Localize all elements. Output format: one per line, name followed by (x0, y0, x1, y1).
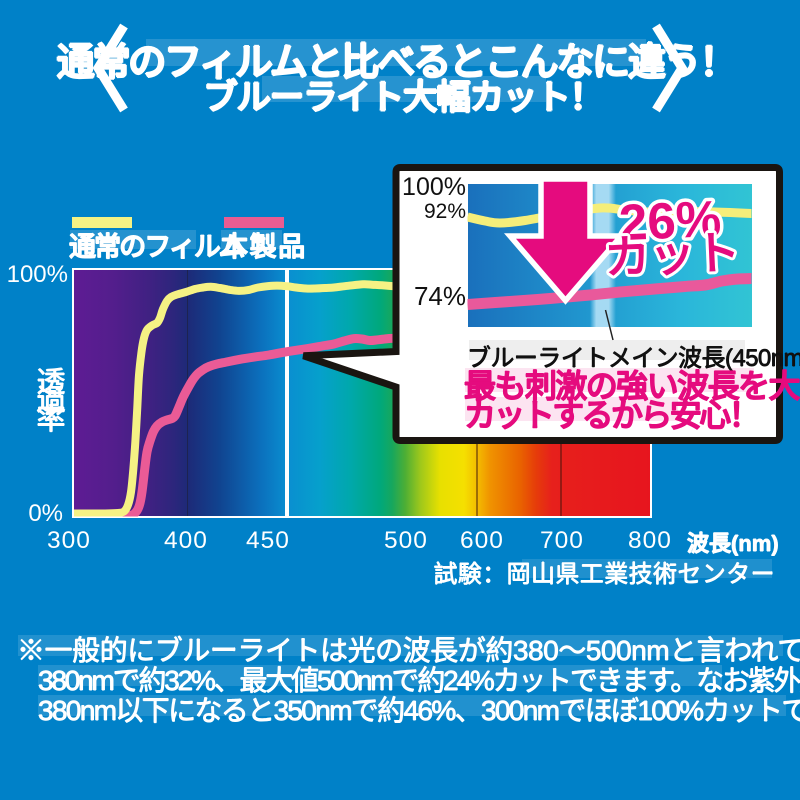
svg-text:カット: カット (603, 226, 740, 284)
svg-text:26%: 26% (618, 190, 722, 251)
